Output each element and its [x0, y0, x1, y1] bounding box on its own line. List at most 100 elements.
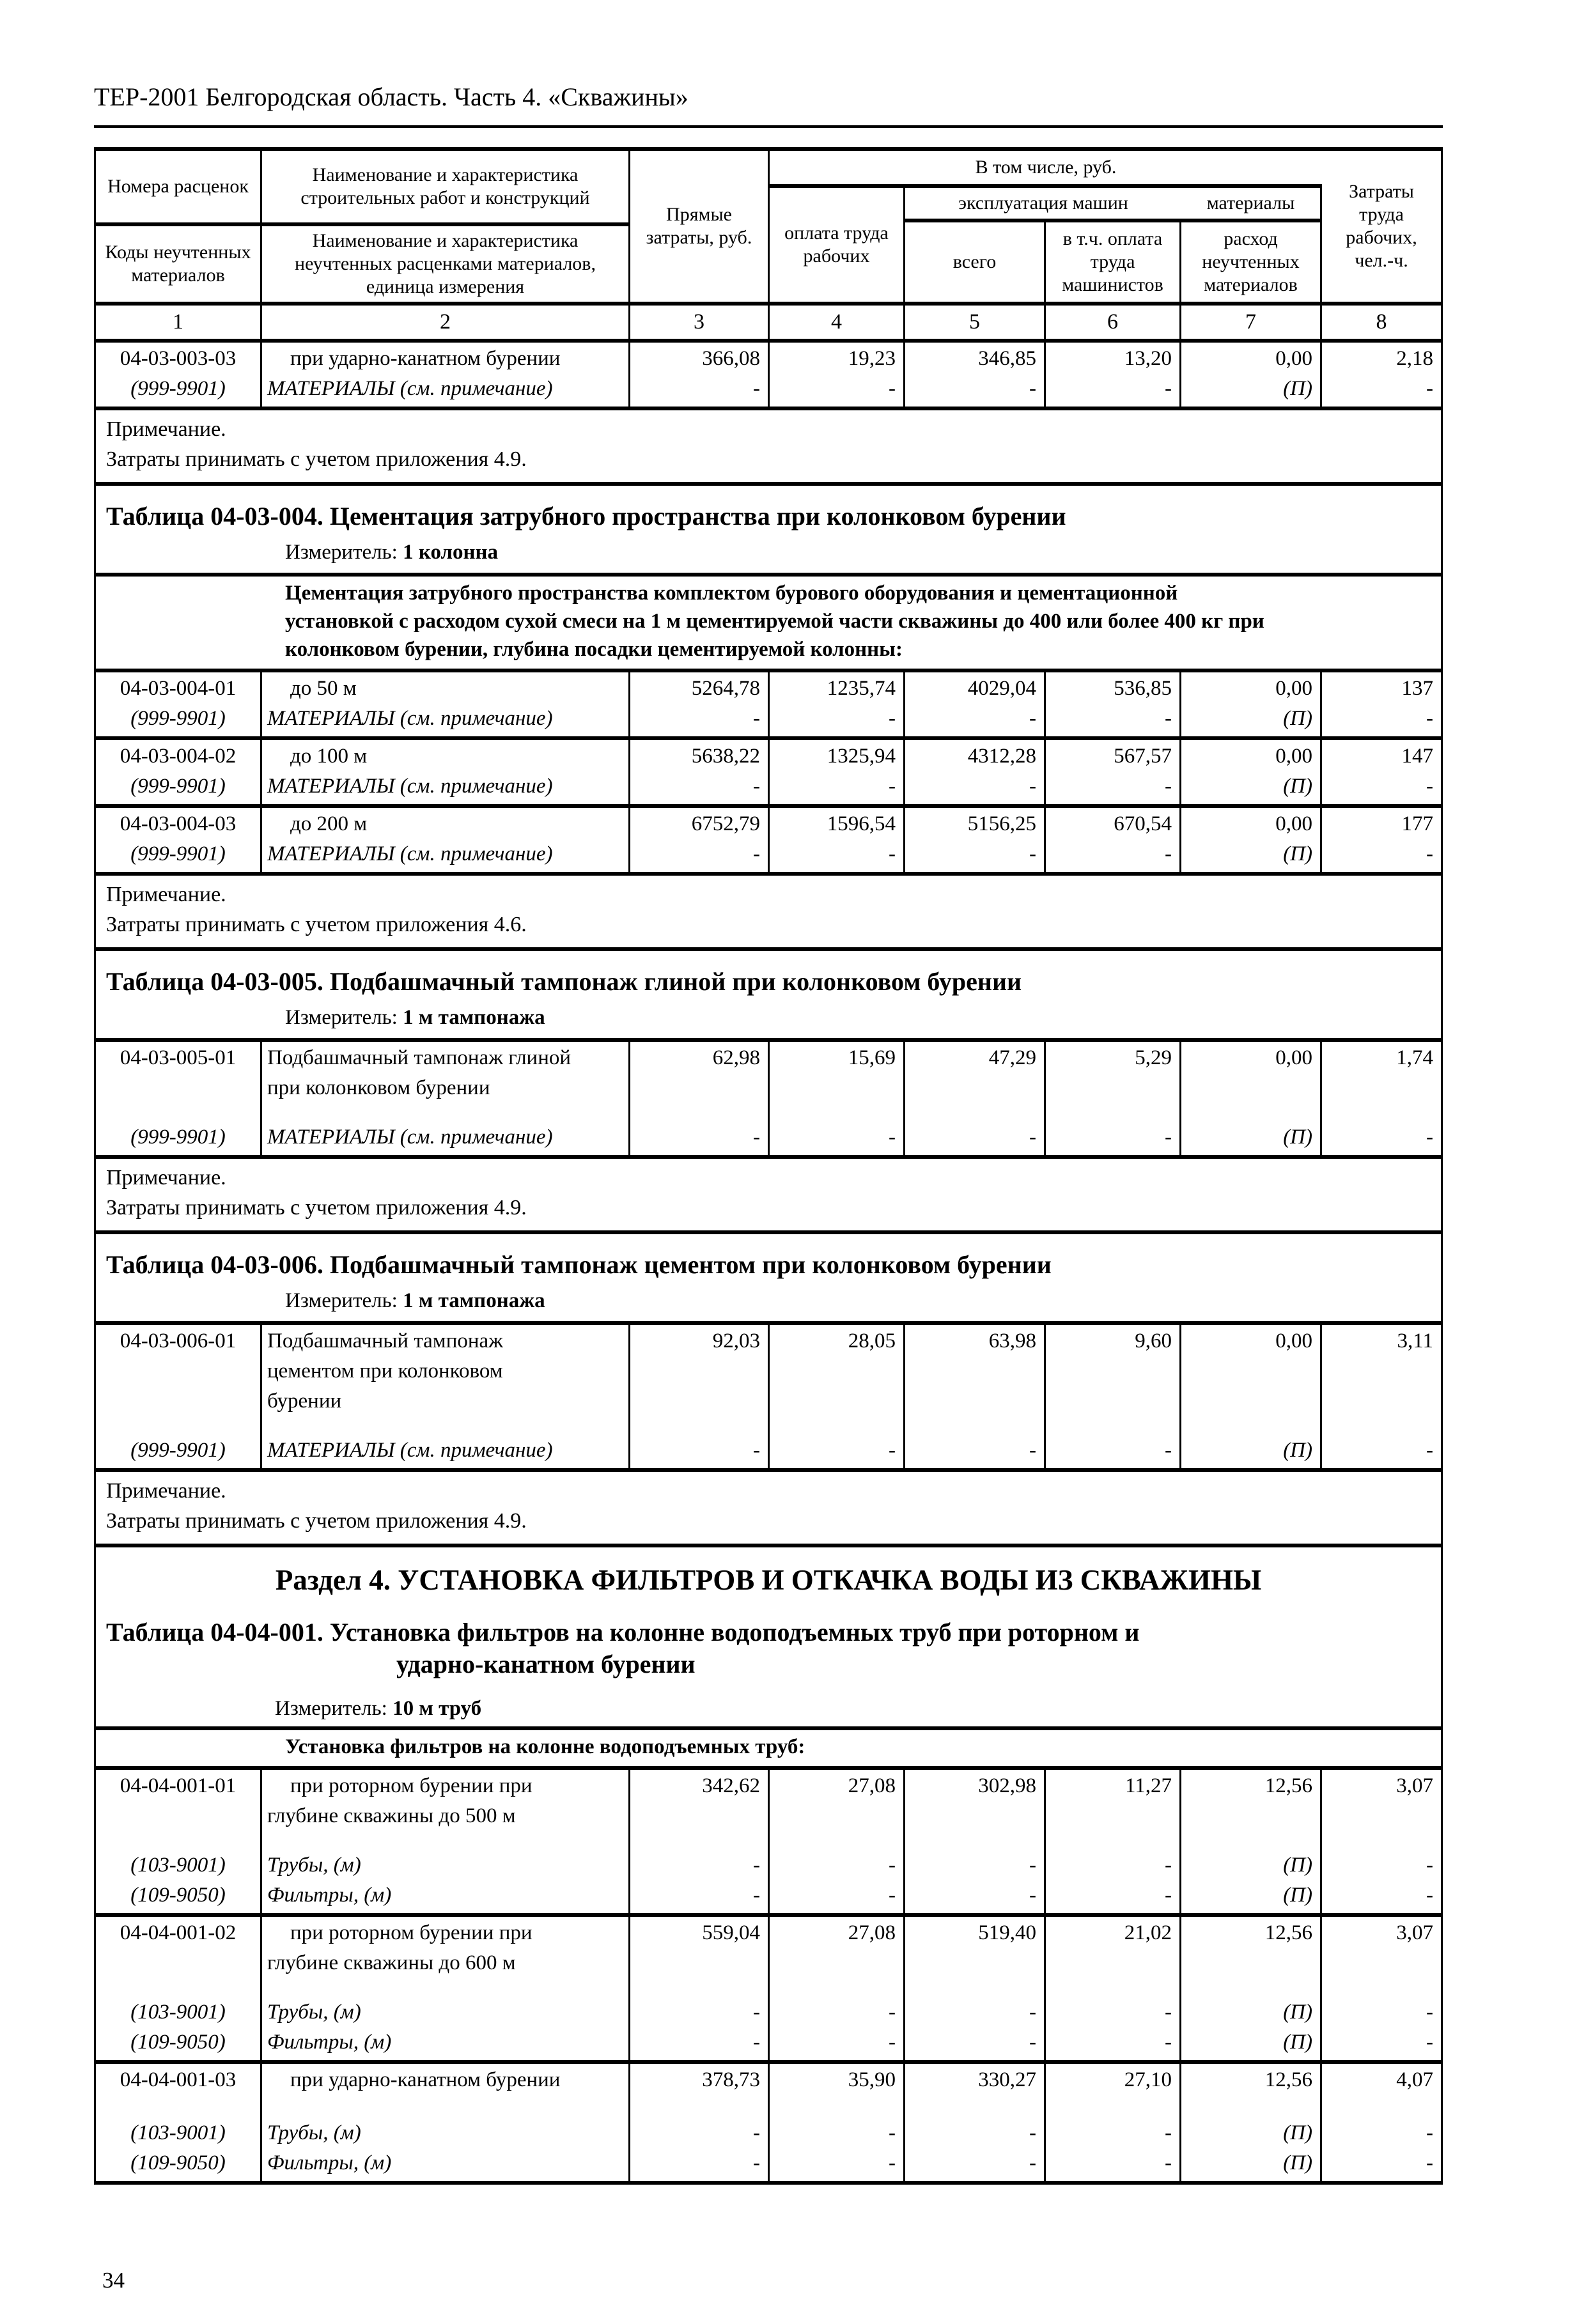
value-cell: 3,11 — [1397, 1329, 1433, 1352]
row-cell: 330,27- - — [905, 2064, 1046, 2181]
header-cell-labor-pay: оплата труда рабочих — [784, 222, 889, 267]
materials-group: (999-9901) — [96, 1436, 260, 1466]
work-name-line: при ударно-канатном бурении — [290, 2068, 561, 2091]
group-header-line: Цементация затрубного пространства компл… — [285, 582, 1178, 605]
materials-group: - — [1046, 1436, 1179, 1466]
value-cell: 0,00 — [1275, 745, 1312, 768]
material-code: (999-9901) — [130, 1439, 226, 1462]
numbers-row: 1 2 3 4 5 6 7 8 — [96, 302, 1441, 339]
materials-group: - — [630, 704, 768, 734]
value-cell: 1235,74 — [827, 677, 896, 700]
materials-group: (П) — [1181, 1436, 1320, 1466]
row-cell: 9,60 - — [1046, 1325, 1181, 1468]
value-cell: 302,98 — [978, 1774, 1036, 1797]
material-code: (999-9901) — [130, 377, 226, 400]
work-name-line: при колонковом бурении — [267, 1076, 490, 1099]
materials-group: - — [905, 1122, 1044, 1152]
value-cell: 1,74 — [1396, 1046, 1433, 1069]
number-cell: 7 — [1181, 306, 1322, 339]
value-cell: 92,03 — [712, 1329, 760, 1352]
materials-group: МАТЕРИАЛЫ (см. примечание) — [262, 374, 628, 404]
header-including-columns: оплата труда рабочих эксплуатация машин … — [770, 188, 1322, 302]
materials-group: (П) — [1181, 374, 1320, 404]
row-code: 04-03-004-02 — [120, 745, 237, 768]
note-block: Примечание. Затраты принимать с учетом пр… — [96, 1159, 1441, 1234]
header-cell-materials: материалы — [1181, 188, 1320, 222]
materials-group: (П) — [1181, 839, 1320, 869]
rate-row: 04-03-003-03 (999-9901) при ударно-канатно… — [96, 343, 1441, 410]
value-cell: 559,04 — [702, 1921, 760, 1944]
material-value: (П) — [1283, 707, 1312, 730]
work-name-line: до 100 м — [290, 745, 368, 768]
materials-group: -- — [1046, 1997, 1179, 2057]
material-value: - — [753, 2151, 760, 2174]
material-value: (П) — [1283, 2031, 1312, 2054]
meter-label: Измеритель: — [285, 1289, 398, 1312]
materials-group: -- — [1046, 2118, 1179, 2178]
material-value: - — [1426, 1126, 1433, 1149]
material-value: - — [753, 2121, 760, 2144]
materials-group: -- — [1322, 1997, 1441, 2057]
material-name: Трубы, (м) — [267, 1854, 361, 1877]
note-line: Затраты принимать с учетом приложения 4.… — [106, 913, 527, 936]
row-cell: 2,18 - — [1322, 343, 1441, 407]
material-name: МАТЕРИАЛЫ (см. примечание) — [267, 842, 553, 865]
row-cell: 12,56 (П) (П) — [1181, 1917, 1322, 2060]
work-name-line: бурении — [267, 1390, 342, 1413]
material-value: - — [889, 842, 896, 865]
materials-group: - — [1322, 704, 1441, 734]
meter-value: 1 колонна — [403, 541, 499, 564]
table-header-rows: Номера расценок Коды неучтенных материал… — [96, 151, 1441, 302]
material-value: - — [1165, 377, 1172, 400]
materials-group: - — [630, 374, 768, 404]
value-cell: 19,23 — [848, 347, 896, 370]
value-cell: 28,05 — [848, 1329, 896, 1352]
material-code: (103-9001) — [130, 1854, 226, 1877]
materials-group: -- — [1322, 2118, 1441, 2178]
table-title: Таблица 04-04-001. Установка фильтров на… — [96, 1616, 1441, 1680]
number-cell: 1 — [96, 306, 262, 339]
value-cell: 4029,04 — [967, 677, 1036, 700]
materials-group: -- — [905, 2118, 1044, 2178]
material-value: - — [889, 1126, 896, 1149]
number-cell: 8 — [1376, 310, 1387, 334]
materials-group: - — [905, 704, 1044, 734]
row-cell: 0,00 (П) — [1181, 672, 1322, 736]
row-cell: 27,08- - — [770, 1917, 905, 2060]
material-value: - — [889, 707, 896, 730]
row-cell: 519,40- - — [905, 1917, 1046, 2060]
material-value: - — [889, 1439, 896, 1462]
row-cell: 4,07- - — [1322, 2064, 1441, 2181]
row-cell: 04-03-006-01 (999-9901) — [96, 1325, 262, 1468]
material-value: (П) — [1283, 2151, 1312, 2174]
row-cell: 5,29 - — [1046, 1042, 1181, 1155]
material-value: - — [1029, 2151, 1036, 2174]
rate-row: 04-03-004-01 (999-9901) до 50 м МАТЕРИАЛЫ (… — [96, 672, 1441, 740]
note-line: Примечание. — [106, 1166, 226, 1189]
materials-group: - — [1322, 839, 1441, 869]
work-name-line: при роторном бурении при — [290, 1774, 533, 1797]
header-cell-machines: эксплуатация машин — [905, 188, 1181, 222]
materials-group: (999-9901) — [96, 839, 260, 869]
materials-group: (П) — [1181, 771, 1320, 802]
meter-value: 10 м труб — [393, 1697, 482, 1720]
material-code: (999-9901) — [130, 842, 226, 865]
material-name: МАТЕРИАЛЫ (см. примечание) — [267, 377, 553, 400]
materials-group: -- — [905, 1997, 1044, 2057]
group-header-line: колонковом бурении, глубина посадки цеме… — [285, 638, 903, 661]
header-cell-including: В том числе, руб. — [770, 151, 1322, 188]
header-col4: оплата труда рабочих — [770, 188, 905, 302]
table-title: Таблица 04-03-005. Подбашмачный тампонаж… — [106, 967, 1022, 996]
value-cell: 3,07 — [1396, 1921, 1433, 1944]
material-value: - — [889, 2001, 896, 2024]
header-cell-rate-numbers: Номера расценок — [96, 151, 260, 226]
materials-group: (103-9001) (109-9050) — [96, 2118, 260, 2178]
row-code: 04-04-001-02 — [120, 1921, 237, 1944]
row-cell: 4029,04 - — [905, 672, 1046, 736]
value-cell: 1596,54 — [827, 812, 896, 835]
material-value: - — [1029, 1854, 1036, 1877]
row-cell: 5638,22 - — [630, 740, 770, 804]
row-cell: при роторном бурении при глубине скважины… — [262, 1770, 630, 1913]
material-name: Трубы, (м) — [267, 2121, 361, 2144]
row-cell: 366,08 - — [630, 343, 770, 407]
